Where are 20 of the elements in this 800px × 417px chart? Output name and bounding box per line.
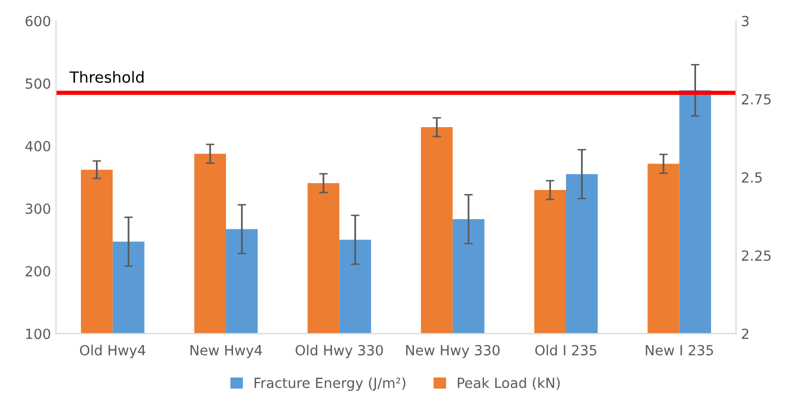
y2-tick-label: 3 [742, 16, 749, 26]
y-tick-label: 400 [25, 140, 50, 152]
legend-label: Fracture Energy (J/m²) [254, 377, 406, 391]
legend-label: Peak Load (kN) [458, 377, 560, 390]
y-tick-label: 500 [26, 78, 50, 89]
ref-line-label: Threshold [70, 71, 144, 83]
y-tick-label: 600 [26, 16, 50, 26]
x-tick-label: Old I 235 [535, 344, 596, 356]
x-tick-label: New I 235 [646, 344, 713, 356]
x-tick-label: New Hwy4 [190, 345, 262, 358]
y-tick-label: 100 [26, 328, 50, 340]
x-tick-label: New Hwy 330 [406, 344, 500, 358]
y-tick-label: 300 [26, 203, 50, 214]
y2-tick-label: 2.75 [742, 94, 771, 105]
x-tick-label: Old Hwy4 [80, 344, 146, 358]
y2-tick-label: 2.25 [742, 250, 771, 261]
y2-tick-label: 2 [742, 328, 748, 339]
y2-tick-label: 2.5 [742, 172, 762, 183]
y-tick-label: 200 [26, 266, 50, 277]
x-tick-label: Old Hwy 330 [296, 344, 383, 358]
